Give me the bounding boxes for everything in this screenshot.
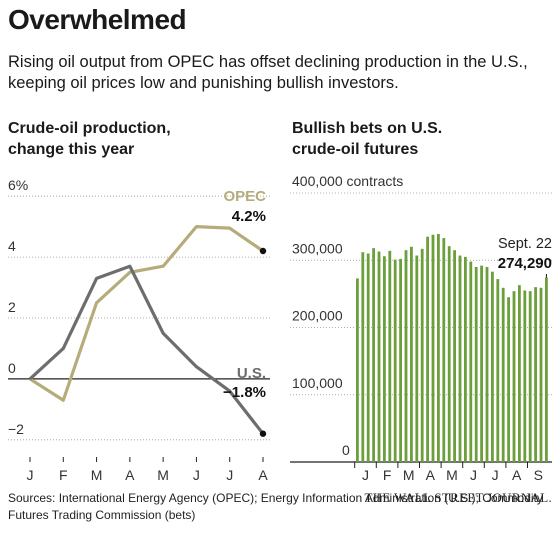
bets-month-label: F — [383, 467, 392, 483]
production-ytick-label: −2 — [8, 421, 24, 437]
bets-bar — [453, 250, 456, 462]
bets-bar — [545, 277, 548, 462]
bets-bar — [539, 287, 543, 462]
bets-bar — [447, 246, 451, 462]
production-xtick-label: M — [157, 467, 169, 483]
bets-bar — [410, 246, 413, 462]
bets-month-label: M — [403, 467, 415, 483]
bets-bar — [388, 250, 392, 462]
bets-bar — [480, 265, 483, 462]
bets-bar — [528, 291, 532, 462]
bets-bar — [426, 236, 429, 462]
bets-bar — [491, 271, 494, 462]
bets-annotation-date: Sept. 22 — [498, 236, 552, 252]
bets-bar — [496, 279, 500, 462]
bets-month-label: M — [446, 467, 458, 483]
opec-series-label: OPEC — [223, 188, 266, 205]
bets-bar — [356, 278, 359, 462]
production-ytick-label: 6% — [8, 177, 28, 193]
production-ytick-label: 2 — [8, 299, 16, 315]
bets-bar — [523, 290, 527, 462]
production-ytick-label: 4 — [8, 238, 16, 254]
production-xtick-label: J — [27, 467, 34, 483]
bets-bar — [501, 287, 505, 462]
production-xtick-label: J — [226, 467, 233, 483]
bets-month-label: J — [362, 467, 369, 483]
bets-bar — [393, 259, 397, 462]
bets-bar — [420, 248, 424, 462]
bets-bar — [458, 255, 462, 462]
bets-bar — [507, 297, 510, 462]
bets-bar — [404, 250, 408, 462]
bets-month-label: J — [492, 467, 499, 483]
bets-month-label: A — [426, 467, 436, 483]
bets-ytick-label: 400,000 contracts — [292, 173, 403, 189]
bets-bar — [485, 266, 489, 462]
bets-bar — [383, 256, 386, 462]
opec-end-value: 4.2% — [232, 208, 266, 225]
bets-bar — [534, 287, 537, 462]
bets-month-label: J — [470, 467, 477, 483]
bets-ytick-label: 100,000 — [292, 375, 343, 391]
production-xtick-label: A — [258, 467, 268, 483]
bets-month-label: A — [512, 467, 522, 483]
production-ytick-label: 0 — [8, 360, 16, 376]
bets-annotation-value: 274,290 — [498, 255, 552, 272]
us-end-dot — [259, 430, 267, 437]
headline: Overwhelmed — [8, 4, 187, 35]
dek: Rising oil output from OPEC has offset d… — [8, 53, 528, 92]
bets-bar — [437, 234, 440, 462]
bets-bar — [415, 255, 419, 462]
bets-ytick-label: 200,000 — [292, 308, 343, 324]
us-end-value: −1.8% — [223, 384, 266, 401]
bets-bar — [464, 256, 467, 462]
bets-bar — [442, 238, 446, 462]
bets-chart-title: Bullish bets on U.S. crude-oil futures — [292, 120, 443, 158]
production-xtick-label: M — [91, 467, 103, 483]
bets-month-label: S — [534, 467, 543, 483]
bets-bar — [518, 285, 521, 462]
bets-bar — [361, 252, 365, 462]
bets-bar — [512, 291, 516, 462]
production-xtick-label: A — [125, 467, 135, 483]
production-xtick-label: J — [193, 467, 200, 483]
bets-bar — [431, 234, 435, 462]
us-line — [28, 264, 265, 435]
wsj-credit: THE WALL STREET JOURNAL. — [364, 490, 552, 505]
opec-line — [29, 225, 264, 402]
bets-bar — [372, 248, 375, 462]
us-series-label: U.S. — [237, 365, 266, 382]
sources-note: Sources: International Energy Agency (OP… — [8, 491, 543, 522]
bets-bar — [474, 266, 478, 462]
production-chart-title: Crude-oil production, change this year — [8, 120, 171, 158]
bets-ytick-label: 0 — [342, 442, 350, 458]
production-xtick-label: F — [59, 467, 68, 483]
opec-end-dot — [259, 247, 267, 255]
bets-bar — [377, 251, 381, 462]
bets-ytick-label: 300,000 — [292, 240, 343, 256]
bets-bar — [366, 253, 370, 462]
bets-bar — [469, 261, 473, 462]
bets-bar — [399, 258, 402, 462]
